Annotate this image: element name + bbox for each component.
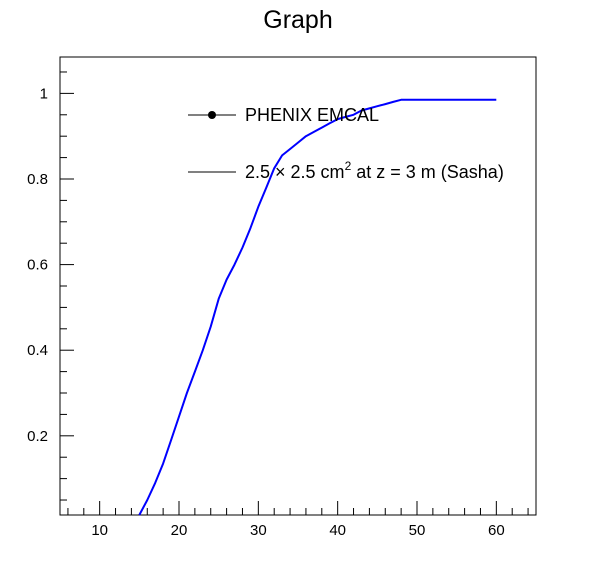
x-tick-label: 40: [329, 522, 346, 539]
y-tick-label: 1: [40, 85, 48, 102]
chart-title: Graph: [263, 6, 332, 34]
x-tick-label: 20: [171, 522, 188, 539]
x-tick-label: 60: [488, 522, 505, 539]
x-tick-label: 30: [250, 522, 267, 539]
y-tick-label: 0.4: [27, 342, 48, 359]
x-tick-label: 50: [409, 522, 426, 539]
x-tick-label: 10: [91, 522, 108, 539]
legend: PHENIX EMCAL 2.5 × 2.5 cm2 at z = 3 m (S…: [188, 105, 504, 182]
y-tick-label: 0.2: [27, 428, 48, 445]
legend-label-1: PHENIX EMCAL: [245, 105, 379, 125]
x-axis: 10 20 30 40 50 60: [68, 501, 528, 539]
plot-frame: [60, 57, 536, 515]
y-tick-label: 0.8: [27, 171, 48, 188]
legend-label-2-main: 2.5 × 2.5 cm: [245, 162, 345, 182]
legend-marker-dot-1: [208, 111, 216, 119]
y-axis: 0.2 0.4 0.6 0.8 1: [27, 72, 74, 500]
legend-label-2-rest: at z = 3 m (Sasha): [351, 162, 504, 182]
y-tick-label: 0.6: [27, 257, 48, 274]
legend-label-2: 2.5 × 2.5 cm2 at z = 3 m (Sasha): [245, 159, 504, 182]
